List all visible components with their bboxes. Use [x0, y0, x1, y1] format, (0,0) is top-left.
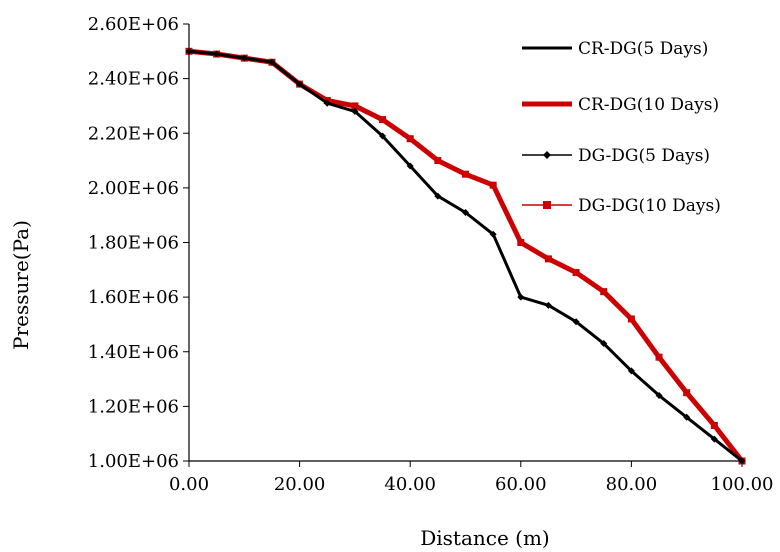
data-point-diamond	[544, 301, 552, 309]
data-point-square	[489, 181, 497, 189]
data-point-square	[379, 116, 387, 124]
x-tick-label: 40.00	[384, 474, 436, 495]
data-point-square	[627, 315, 635, 323]
data-point-square	[351, 102, 359, 110]
legend-marker-diamond	[543, 151, 551, 159]
data-point-diamond	[655, 391, 663, 399]
y-tick-label: 1.60E+06	[88, 287, 179, 308]
data-point-diamond	[517, 293, 525, 301]
plot-area	[185, 47, 746, 465]
data-point-square	[655, 353, 663, 361]
data-point-diamond	[268, 58, 276, 66]
data-point-diamond	[683, 413, 691, 421]
y-tick-label: 1.80E+06	[88, 233, 179, 254]
data-point-diamond	[406, 162, 414, 170]
data-point-diamond	[379, 132, 387, 140]
legend-label: DG-DG(5 Days)	[578, 146, 710, 166]
x-tick-label: 80.00	[606, 474, 658, 495]
legend: CR-DG(5 Days) CR-DG(10 Days) DG-DG(5 Days)…	[522, 39, 721, 216]
y-tick-label: 2.40E+06	[88, 69, 179, 90]
y-tick-label: 1.40E+06	[88, 342, 179, 363]
data-point-square	[517, 239, 525, 246]
x-tick-label: 100.00	[711, 474, 774, 495]
data-point-diamond	[351, 107, 359, 115]
data-point-diamond	[710, 435, 718, 443]
data-point-diamond	[185, 47, 193, 55]
data-point-diamond	[213, 50, 221, 58]
legend-marker-square	[543, 201, 551, 209]
data-point-square	[434, 157, 442, 165]
data-point-square	[600, 288, 608, 296]
data-point-diamond	[434, 192, 442, 200]
data-point-square	[683, 389, 691, 397]
y-tick-label: 2.60E+06	[88, 14, 179, 35]
legend-label: CR-DG(10 Days)	[578, 95, 719, 115]
data-point-diamond	[600, 340, 608, 348]
x-tick-label: 20.00	[274, 474, 326, 495]
data-point-diamond	[738, 457, 746, 465]
y-axis-title: Pressure(Pa)	[9, 220, 33, 350]
y-tick-label: 2.20E+06	[88, 123, 179, 144]
x-axis-title: Distance (m)	[420, 526, 550, 550]
y-tick-label: 1.00E+06	[88, 451, 179, 472]
x-tick-label: 60.00	[495, 474, 547, 495]
y-tick-label: 2.00E+06	[88, 178, 179, 199]
axes: 1.00E+06 1.20E+06 1.40E+06 1.60E+06 1.80E+06…	[88, 14, 774, 495]
data-point-diamond	[323, 99, 331, 107]
data-point-diamond	[489, 230, 497, 238]
y-tick-label: 1.20E+06	[88, 396, 179, 417]
data-point-diamond	[572, 318, 580, 326]
legend-label: DG-DG(10 Days)	[578, 196, 721, 216]
data-point-square	[462, 170, 469, 178]
data-point-diamond	[627, 367, 635, 375]
data-point-square	[544, 255, 552, 263]
data-point-square	[406, 135, 414, 143]
data-point-diamond	[462, 208, 469, 216]
data-point-square	[710, 421, 718, 429]
legend-label: CR-DG(5 Days)	[578, 39, 708, 59]
data-point-diamond	[240, 54, 248, 62]
data-point-diamond	[296, 80, 304, 88]
data-point-square	[572, 269, 580, 277]
x-tick-label: 0.00	[169, 474, 209, 495]
